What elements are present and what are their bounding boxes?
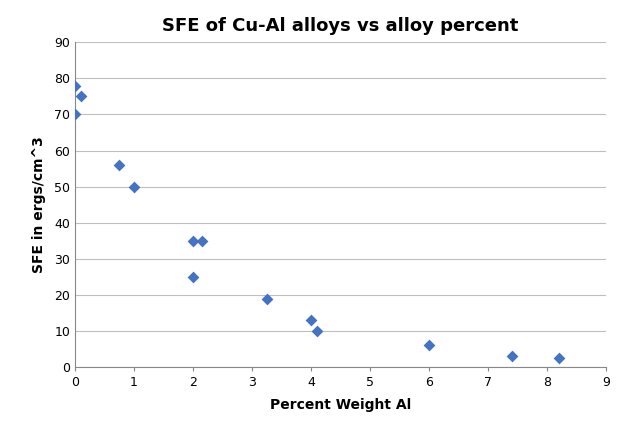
Point (507, 353, 517, 360)
Point (114, 162, 124, 168)
Point (306, 317, 316, 324)
X-axis label: Percent Weight Al: Percent Weight Al (270, 398, 411, 411)
Point (424, 342, 434, 349)
Point (312, 327, 322, 334)
Point (262, 295, 272, 302)
Point (197, 238, 207, 244)
Point (70, 82, 80, 89)
Title: SFE of Cu-Al alloys vs alloy percent: SFE of Cu-Al alloys vs alloy percent (162, 17, 519, 35)
Y-axis label: SFE in ergs/cm^3: SFE in ergs/cm^3 (32, 136, 46, 273)
Point (76, 93, 86, 100)
Point (70, 111, 80, 118)
Point (554, 355, 564, 362)
Point (129, 183, 139, 190)
Point (188, 273, 198, 280)
Point (188, 238, 198, 244)
